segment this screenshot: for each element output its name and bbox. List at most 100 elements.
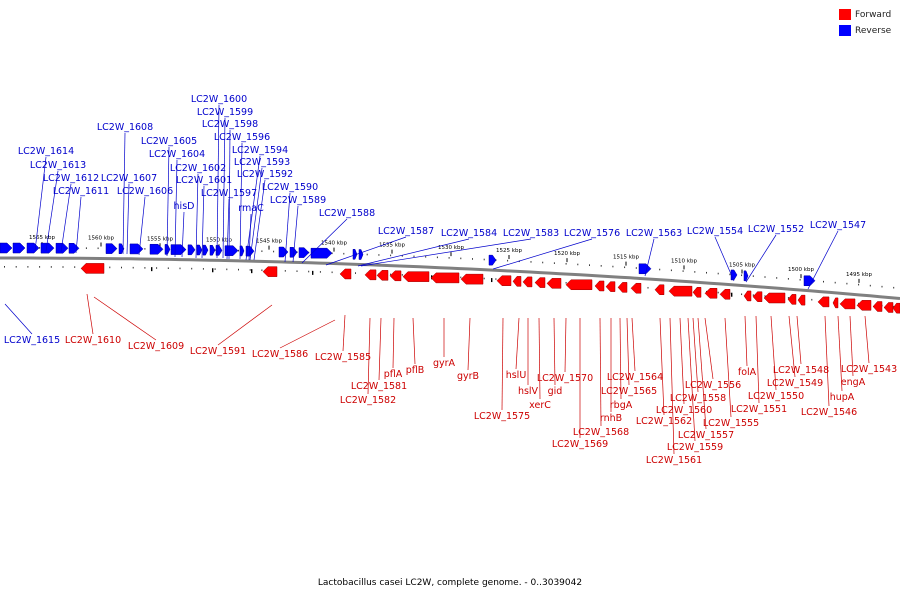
forward-gene-label-pfla: pflA <box>384 369 403 380</box>
minor-tick <box>401 274 403 276</box>
forward-label-leader <box>669 317 675 455</box>
minor-tick <box>717 272 719 275</box>
forward-gene-arrow <box>892 302 900 314</box>
reverse-label-leader <box>745 234 777 283</box>
reverse-label-leader <box>248 213 252 261</box>
reverse-gene-arrow <box>170 244 187 255</box>
minor-tick <box>787 297 789 299</box>
forward-label-leader <box>279 319 336 349</box>
forward-gene-arrow <box>817 296 830 308</box>
forward-label-leader <box>796 315 802 365</box>
reverse-gene-label-lc2w-1588: LC2W_1588 <box>319 208 375 219</box>
forward-label-leader <box>626 317 630 386</box>
reverse-label-leader <box>122 132 126 255</box>
reverse-label-leader <box>195 173 199 259</box>
minor-tick <box>425 256 427 258</box>
forward-gene-label-hupa: hupA <box>830 392 855 403</box>
minor-tick <box>846 282 848 285</box>
reverse-label-leader <box>239 142 243 260</box>
minor-tick <box>811 298 813 301</box>
reverse-label-leader <box>360 238 532 267</box>
reverse-gene-arrow <box>803 275 816 287</box>
minor-tick <box>460 257 462 260</box>
scale-tick-label: 1550 kbp <box>206 237 232 243</box>
reverse-label-leader <box>75 196 82 254</box>
forward-gene-arrow <box>364 269 377 281</box>
forward-gene-arrow <box>797 294 806 306</box>
reverse-gene-arrow <box>187 244 196 256</box>
reverse-gene-arrow <box>26 242 40 254</box>
minor-tick <box>273 250 275 253</box>
forward-gene-label-rbga: rbgA <box>610 400 633 411</box>
reverse-label-leader <box>357 238 470 267</box>
forward-gene-label-lc2w-1568: LC2W_1568 <box>573 427 629 438</box>
forward-label-leader <box>631 317 636 372</box>
minor-tick <box>530 261 532 263</box>
reverse-label-leader <box>181 211 185 258</box>
forward-gene-label-lc2w-1558: LC2W_1558 <box>670 393 726 404</box>
forward-label-leader <box>553 317 556 386</box>
minor-tick <box>834 281 836 284</box>
forward-gene-label-lc2w-1581: LC2W_1581 <box>351 381 407 392</box>
reverse-gene-arrow <box>129 243 144 255</box>
reverse-label-leader <box>4 303 33 335</box>
forward-gene-arrow <box>692 287 702 298</box>
scale-tick-label: 1560 kbp <box>88 236 114 242</box>
minor-tick <box>296 270 298 272</box>
reverse-gene-label-lc2w-1604: LC2W_1604 <box>149 149 205 160</box>
forward-gene-label-lc2w-1585: LC2W_1585 <box>315 352 371 363</box>
minor-tick <box>401 255 403 257</box>
minor-tick <box>553 262 555 264</box>
reverse-gene-label-lc2w-1614: LC2W_1614 <box>18 146 74 157</box>
forward-gene-arrow <box>534 277 546 288</box>
forward-gene-arrow <box>594 280 605 292</box>
minor-tick <box>565 262 567 265</box>
forward-gene-label-xerc: xerC <box>529 400 551 411</box>
forward-gene-label-lc2w-1550: LC2W_1550 <box>748 391 804 402</box>
reverse-gene-label-lc2w-1597: LC2W_1597 <box>201 188 257 199</box>
minor-tick <box>343 252 345 255</box>
forward-gene-arrow <box>704 288 718 299</box>
forward-gene-label-fola: folA <box>738 367 757 378</box>
minor-tick <box>39 247 41 249</box>
minor-tick <box>741 293 743 296</box>
legend-forward-swatch <box>839 9 851 20</box>
reverse-gene-arrow <box>40 242 55 254</box>
scale-tick <box>312 270 314 275</box>
forward-label-leader <box>837 315 843 392</box>
minor-tick <box>483 258 485 261</box>
reverse-gene-label-lc2w-1611: LC2W_1611 <box>53 186 109 197</box>
minor-tick <box>390 273 392 276</box>
forward-label-leader <box>564 317 567 373</box>
reverse-label-leader <box>45 170 59 252</box>
forward-gene-arrow <box>546 278 562 289</box>
forward-label-leader <box>788 315 796 378</box>
forward-label-leader <box>501 317 504 411</box>
minor-tick <box>460 276 462 279</box>
forward-label-leader <box>342 314 346 352</box>
reverse-gene-label-lc2w-1607: LC2W_1607 <box>101 173 157 184</box>
minor-tick <box>144 248 146 250</box>
minor-tick <box>542 261 544 264</box>
minor-tick <box>472 258 473 260</box>
forward-gene-arrow <box>262 266 278 277</box>
reverse-gene-label-lc2w-1594: LC2W_1594 <box>232 145 288 156</box>
scale-tick-label: 1515 kbp <box>613 255 639 261</box>
reverse-gene-arrow <box>215 245 223 256</box>
forward-label-leader <box>367 317 371 395</box>
reverse-gene-label-lc2w-1552: LC2W_1552 <box>748 224 804 235</box>
minor-tick <box>764 276 766 278</box>
scale-tick-label: 1540 kbp <box>321 241 347 247</box>
forward-gene-arrow <box>743 290 752 302</box>
reverse-gene-arrow <box>488 254 497 266</box>
scale-tick-label: 1565 kbp <box>29 235 55 241</box>
reverse-gene-arrow <box>68 243 80 254</box>
minor-tick <box>191 267 193 270</box>
minor-tick <box>214 268 216 270</box>
minor-tick <box>823 280 824 283</box>
forward-gene-arrow <box>654 284 665 295</box>
forward-label-leader <box>538 317 541 400</box>
minor-tick <box>869 284 871 287</box>
minor-tick <box>706 271 707 274</box>
forward-gene-label-lc2w-1557: LC2W_1557 <box>678 430 734 441</box>
